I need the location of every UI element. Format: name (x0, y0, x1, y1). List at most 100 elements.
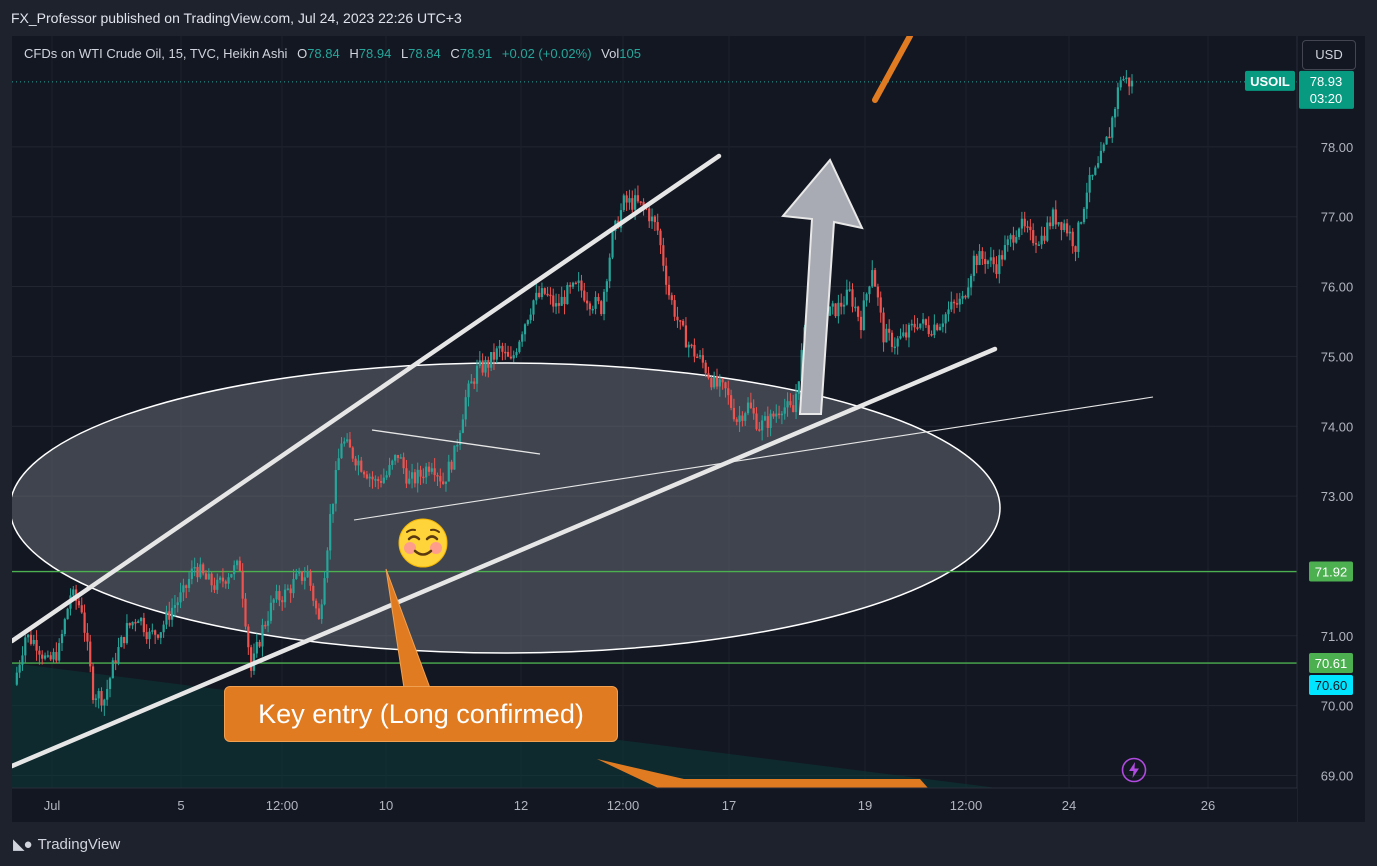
candle-body (941, 323, 944, 327)
candle-body (1094, 167, 1097, 175)
candle-body (761, 420, 764, 431)
candle-body (1102, 144, 1105, 151)
candle-body (650, 216, 654, 222)
candle-body (724, 382, 727, 389)
lightning-icon[interactable] (1121, 757, 1147, 783)
price-chart[interactable]: 69.00 70.00 71.00 73.00 74.00 75.00 76.00 77.00… (12, 36, 1365, 822)
candle-body (944, 314, 947, 324)
candle-body (851, 289, 854, 307)
candle-body (470, 381, 473, 384)
candle-body (348, 439, 352, 448)
candle-body (656, 222, 659, 231)
tradingview-logo[interactable]: ◣● TradingView (13, 835, 120, 854)
candle-body (368, 476, 371, 479)
candle-body (331, 503, 335, 515)
candle-body (730, 395, 733, 408)
candle-body (862, 300, 865, 331)
currency-button[interactable]: USD (1302, 40, 1356, 70)
candle-body (698, 355, 702, 357)
candle-body (396, 454, 400, 458)
candle-body (566, 285, 569, 305)
candle-body (552, 295, 555, 307)
candle-body (648, 208, 651, 222)
candle-body (444, 481, 448, 484)
chart-area[interactable]: 69.00 70.00 71.00 73.00 74.00 75.00 76.00 77.00… (12, 36, 1365, 822)
candle-body (602, 291, 606, 315)
candle-body (772, 413, 775, 417)
candle-body (989, 257, 992, 261)
candle-body (622, 195, 625, 211)
candle-body (789, 401, 792, 406)
candle-body (233, 565, 236, 575)
candle-body (326, 550, 329, 579)
candle-body (828, 306, 832, 316)
candle-body (786, 401, 789, 408)
candle-body (710, 378, 713, 388)
candle-body (1085, 192, 1088, 209)
candle-body (346, 439, 349, 442)
candle-body (746, 402, 750, 414)
lower-trend-line (12, 346, 998, 769)
candle-body (94, 698, 97, 700)
candle-body (732, 407, 736, 420)
candle-body (876, 286, 880, 298)
candle-body (857, 306, 860, 317)
candle-body (425, 466, 428, 478)
candle-body (690, 344, 693, 347)
candle-body (334, 469, 337, 504)
candle-body (769, 413, 772, 428)
candle-body (475, 365, 479, 384)
candle-body (125, 623, 129, 644)
candle-body (300, 571, 304, 581)
candle-body (230, 574, 233, 578)
candles (15, 70, 1134, 716)
candle-body (512, 355, 515, 359)
candle-body (554, 303, 558, 307)
candle-body (515, 352, 518, 356)
candle-body (162, 624, 165, 633)
candle-body (636, 195, 640, 202)
candle-body (958, 298, 961, 305)
candle-body (106, 688, 109, 700)
candle-body (907, 324, 911, 338)
candle-body (114, 660, 117, 663)
candle-body (749, 402, 752, 409)
candle-body (588, 303, 592, 310)
candle-body (66, 608, 69, 620)
candle-body (264, 624, 267, 627)
candle-body (665, 265, 668, 285)
level-tag: 71.92 (1315, 565, 1348, 580)
candle-body (890, 332, 894, 347)
candle-body (571, 282, 575, 287)
symbol-title[interactable]: CFDs on WTI Crude Oil, 15, TVC, Heikin A… (24, 46, 288, 61)
candle-body (179, 592, 182, 603)
candle-body (419, 469, 422, 477)
candle-body (961, 295, 964, 299)
candle-body (605, 281, 608, 292)
candle-body (879, 297, 882, 313)
candle-body (55, 651, 58, 661)
x-tick-label: 5 (177, 798, 184, 813)
candle-body (546, 293, 549, 296)
candle-body (1108, 136, 1111, 139)
candle-body (859, 316, 863, 331)
candle-body (921, 319, 925, 324)
upper-channel-line (12, 153, 722, 644)
candle-body (182, 585, 185, 593)
symbol-tag-bg (1245, 70, 1295, 91)
candle-body (235, 560, 239, 566)
y-tick-label: 75.00 (1321, 349, 1354, 364)
candle-body (538, 292, 541, 298)
x-tick-label: Jul (44, 798, 61, 813)
candle-body (312, 585, 315, 601)
candle-body (978, 251, 981, 266)
candle-body (27, 634, 30, 638)
candle-body (351, 447, 354, 459)
candle-body (865, 294, 868, 301)
candle-body (634, 195, 637, 210)
candle-body (416, 469, 419, 484)
candle-body (309, 570, 312, 586)
candle-body (792, 405, 795, 413)
candle-body (52, 651, 55, 660)
candle-body (340, 443, 343, 459)
